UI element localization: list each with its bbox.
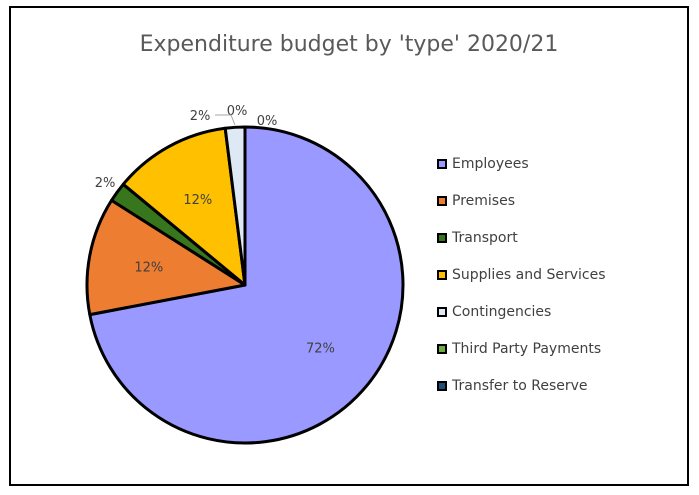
legend-label: Contingencies [452, 304, 552, 320]
pie-slice-premises [85, 198, 247, 317]
pie-slice-supplies-and-services [121, 126, 247, 287]
legend-swatch [437, 270, 447, 280]
legend-swatch [437, 307, 447, 317]
legend-swatch [437, 381, 447, 391]
data-label-premises: 12% [134, 261, 163, 276]
legend-swatch [437, 159, 447, 169]
data-label-employees: 72% [306, 341, 335, 356]
legend-swatch [437, 196, 447, 206]
pie-chart: 72% 12% 2% 12% 2% 0% 0% [85, 104, 405, 445]
legend-label: Employees [452, 156, 529, 172]
legend-label: Supplies and Services [452, 267, 606, 283]
legend-item-third-party-payments: Third Party Payments [437, 339, 606, 359]
legend-item-transfer-to-reserve: Transfer to Reserve [437, 376, 606, 396]
legend-item-contingencies: Contingencies [437, 302, 606, 322]
legend-swatch [437, 344, 447, 354]
chart-legend: Employees Premises Transport Supplies and S… [437, 154, 606, 413]
data-label-supplies-and-services: 12% [183, 193, 212, 208]
data-label-transport: 2% [95, 176, 116, 191]
leader-line [215, 114, 236, 126]
legend-item-transport: Transport [437, 228, 606, 248]
legend-label: Transfer to Reserve [452, 378, 588, 394]
chart-title: Expenditure budget by 'type' 2020/21 [139, 32, 559, 57]
legend-item-premises: Premises [437, 191, 606, 211]
legend-label: Premises [452, 193, 515, 209]
chart-frame: Expenditure budget by 'type' 2020/21 72%… [9, 6, 689, 486]
data-label-contingencies: 2% [190, 109, 211, 124]
legend-label: Third Party Payments [452, 341, 602, 357]
data-label-third-party-payments: 0% [227, 104, 248, 119]
legend-swatch [437, 233, 447, 243]
legend-item-supplies-and-services: Supplies and Services [437, 265, 606, 285]
legend-label: Transport [452, 230, 518, 246]
data-label-transfer-to-reserve: 0% [257, 114, 278, 129]
legend-item-employees: Employees [437, 154, 606, 174]
